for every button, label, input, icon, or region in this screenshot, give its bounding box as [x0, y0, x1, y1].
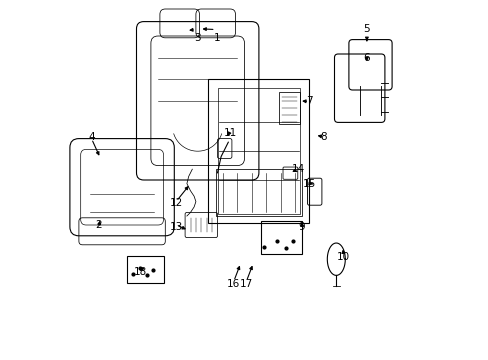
Bar	[215, 169, 302, 216]
Text: 17: 17	[239, 279, 252, 289]
Bar	[278, 92, 300, 124]
Text: 5: 5	[363, 24, 369, 34]
Text: 15: 15	[302, 179, 315, 189]
Text: 2: 2	[95, 220, 102, 230]
Text: 1: 1	[214, 33, 221, 43]
Bar	[217, 88, 300, 214]
Text: 18: 18	[133, 267, 146, 277]
Text: 12: 12	[169, 198, 183, 208]
Text: 7: 7	[305, 96, 312, 106]
Bar	[260, 221, 302, 254]
Text: 14: 14	[291, 164, 305, 174]
Text: 6: 6	[363, 53, 369, 63]
Text: 3: 3	[194, 33, 201, 43]
Text: 11: 11	[223, 128, 236, 138]
Text: 8: 8	[320, 132, 326, 142]
Text: 4: 4	[88, 132, 95, 142]
Text: 9: 9	[298, 222, 305, 232]
Text: 10: 10	[336, 252, 349, 262]
Bar	[127, 256, 163, 283]
Text: 13: 13	[169, 222, 183, 232]
Bar	[208, 79, 309, 223]
Text: 16: 16	[226, 279, 240, 289]
